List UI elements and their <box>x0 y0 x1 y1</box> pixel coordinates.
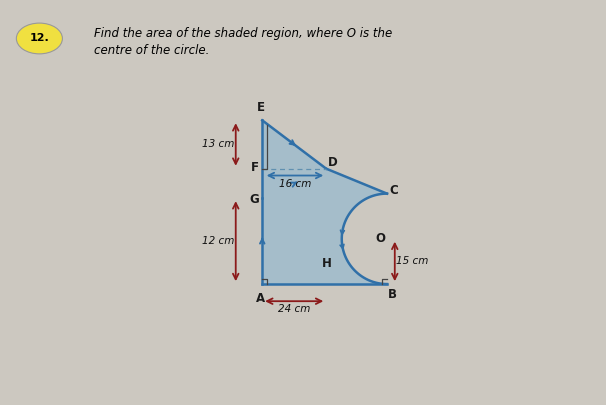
Text: 16 cm: 16 cm <box>279 179 311 189</box>
Text: centre of the circle.: centre of the circle. <box>94 44 209 57</box>
Polygon shape <box>262 120 387 284</box>
Text: F: F <box>250 161 258 174</box>
Text: 12.: 12. <box>30 34 49 43</box>
Text: 24 cm: 24 cm <box>278 304 310 314</box>
Text: 15 cm: 15 cm <box>396 256 428 266</box>
Text: B: B <box>388 288 397 301</box>
Text: 12 cm: 12 cm <box>202 236 235 246</box>
Text: G: G <box>250 193 259 206</box>
Text: D: D <box>328 156 338 169</box>
Text: E: E <box>257 101 265 114</box>
Text: Find the area of the shaded region, where O is the: Find the area of the shaded region, wher… <box>94 27 392 40</box>
Text: C: C <box>390 184 398 197</box>
Text: 13 cm: 13 cm <box>202 139 235 149</box>
Text: O: O <box>375 232 385 245</box>
Text: A: A <box>256 292 265 305</box>
Text: H: H <box>322 257 331 270</box>
Circle shape <box>16 23 62 54</box>
